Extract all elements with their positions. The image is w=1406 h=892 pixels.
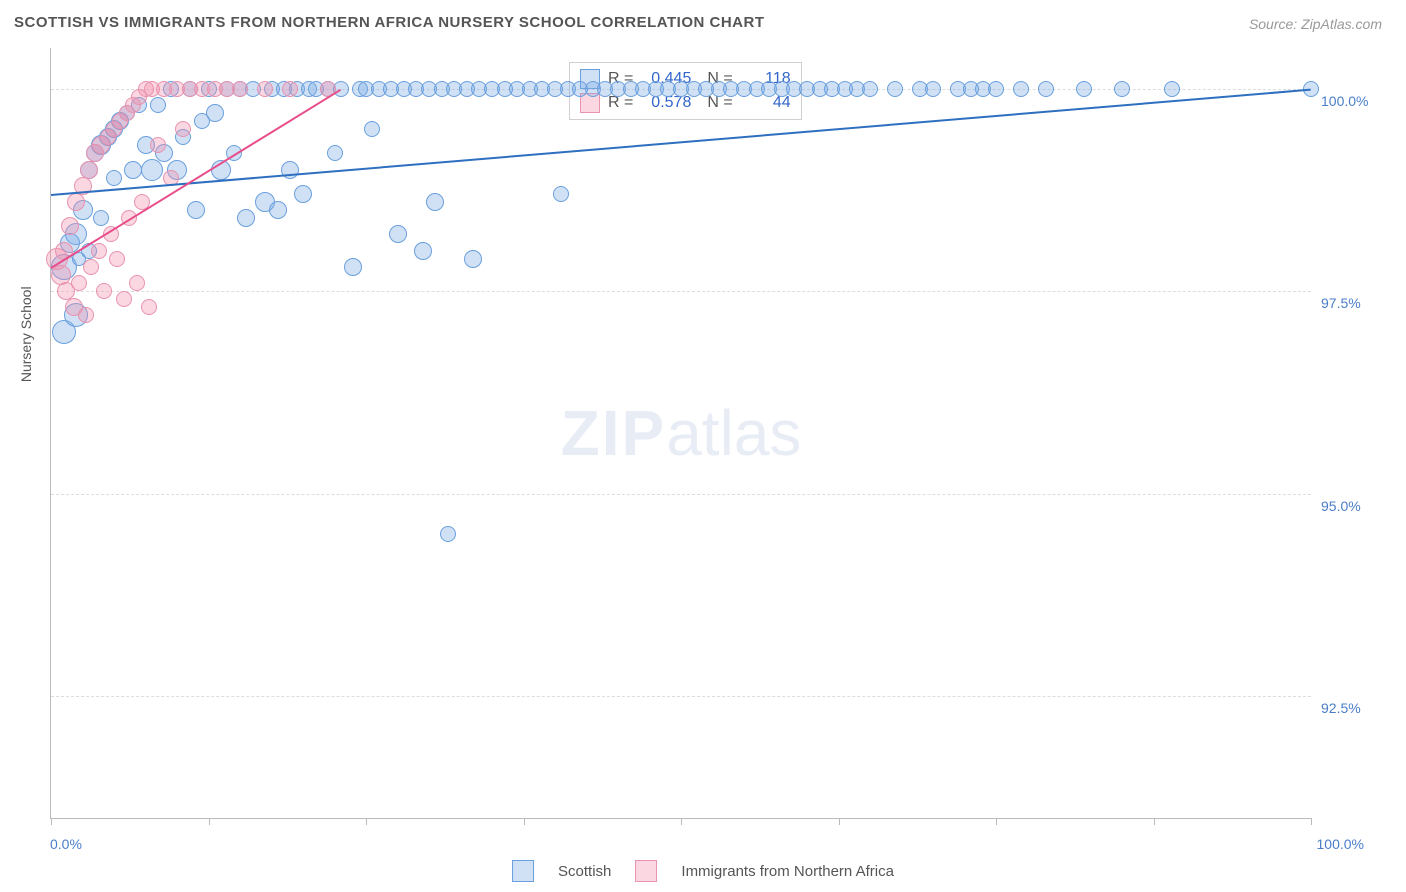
stats-n-value: 44 — [741, 94, 791, 112]
legend-swatch-scottish — [512, 860, 534, 882]
watermark-strong: ZIP — [561, 397, 667, 469]
data-point-immigrants — [150, 137, 166, 153]
x-tick — [1311, 818, 1312, 825]
y-axis-label: Nursery School — [18, 286, 34, 382]
data-point-scottish — [269, 201, 287, 219]
watermark: ZIPatlas — [561, 396, 802, 470]
data-point-scottish — [414, 242, 432, 260]
data-point-scottish — [327, 145, 343, 161]
data-point-immigrants — [67, 193, 85, 211]
data-point-immigrants — [109, 251, 125, 267]
data-point-scottish — [237, 209, 255, 227]
y-tick-label: 97.5% — [1321, 295, 1391, 311]
data-point-scottish — [150, 97, 166, 113]
watermark-light: atlas — [666, 397, 801, 469]
y-tick-label: 92.5% — [1321, 700, 1391, 716]
source-label: Source: ZipAtlas.com — [1249, 16, 1382, 32]
gridline — [51, 696, 1311, 697]
x-axis-start-label: 0.0% — [50, 836, 82, 852]
data-point-immigrants — [96, 283, 112, 299]
data-point-immigrants — [80, 161, 98, 179]
data-point-scottish — [1013, 81, 1029, 97]
data-point-scottish — [364, 121, 380, 137]
gridline — [51, 291, 1311, 292]
data-point-scottish — [553, 186, 569, 202]
data-point-scottish — [124, 161, 142, 179]
data-point-immigrants — [232, 81, 248, 97]
data-point-scottish — [344, 258, 362, 276]
x-tick — [996, 818, 997, 825]
data-point-immigrants — [175, 121, 191, 137]
data-point-scottish — [187, 201, 205, 219]
data-point-scottish — [294, 185, 312, 203]
legend-label-scottish: Scottish — [558, 863, 611, 880]
data-point-immigrants — [91, 243, 107, 259]
data-point-immigrants — [83, 259, 99, 275]
data-point-immigrants — [116, 291, 132, 307]
data-point-scottish — [464, 250, 482, 268]
data-point-scottish — [93, 210, 109, 226]
x-tick — [51, 818, 52, 825]
stats-n-label: N = — [707, 94, 732, 112]
chart-title: SCOTTISH VS IMMIGRANTS FROM NORTHERN AFR… — [14, 14, 765, 31]
x-tick — [1154, 818, 1155, 825]
data-point-scottish — [1076, 81, 1092, 97]
data-point-scottish — [1114, 81, 1130, 97]
legend-label-immigrants: Immigrants from Northern Africa — [681, 863, 894, 880]
stats-r-label: R = — [608, 94, 633, 112]
data-point-immigrants — [257, 81, 273, 97]
data-point-scottish — [1164, 81, 1180, 97]
x-axis-end-label: 100.0% — [1317, 836, 1364, 852]
data-point-scottish — [988, 81, 1004, 97]
data-point-scottish — [1038, 81, 1054, 97]
x-tick — [366, 818, 367, 825]
data-point-scottish — [106, 170, 122, 186]
stats-r-value: 0.578 — [641, 94, 691, 112]
data-point-scottish — [887, 81, 903, 97]
data-point-immigrants — [282, 81, 298, 97]
data-point-immigrants — [78, 307, 94, 323]
x-tick — [209, 818, 210, 825]
data-point-scottish — [206, 104, 224, 122]
data-point-scottish — [440, 526, 456, 542]
plot-area: ZIPatlas R =0.445N =118R =0.578N =44 92.… — [50, 48, 1311, 819]
x-tick — [681, 818, 682, 825]
data-point-immigrants — [129, 275, 145, 291]
legend: Scottish Immigrants from Northern Africa — [512, 860, 894, 882]
data-point-immigrants — [61, 217, 79, 235]
gridline — [51, 494, 1311, 495]
data-point-immigrants — [141, 299, 157, 315]
data-point-scottish — [426, 193, 444, 211]
y-tick-label: 95.0% — [1321, 498, 1391, 514]
data-point-scottish — [141, 159, 163, 181]
data-point-scottish — [389, 225, 407, 243]
y-tick-label: 100.0% — [1321, 93, 1391, 109]
data-point-scottish — [925, 81, 941, 97]
x-tick — [839, 818, 840, 825]
x-tick — [524, 818, 525, 825]
data-point-scottish — [862, 81, 878, 97]
chart-container: SCOTTISH VS IMMIGRANTS FROM NORTHERN AFR… — [0, 0, 1406, 892]
data-point-immigrants — [71, 275, 87, 291]
legend-swatch-immigrants — [635, 860, 657, 882]
